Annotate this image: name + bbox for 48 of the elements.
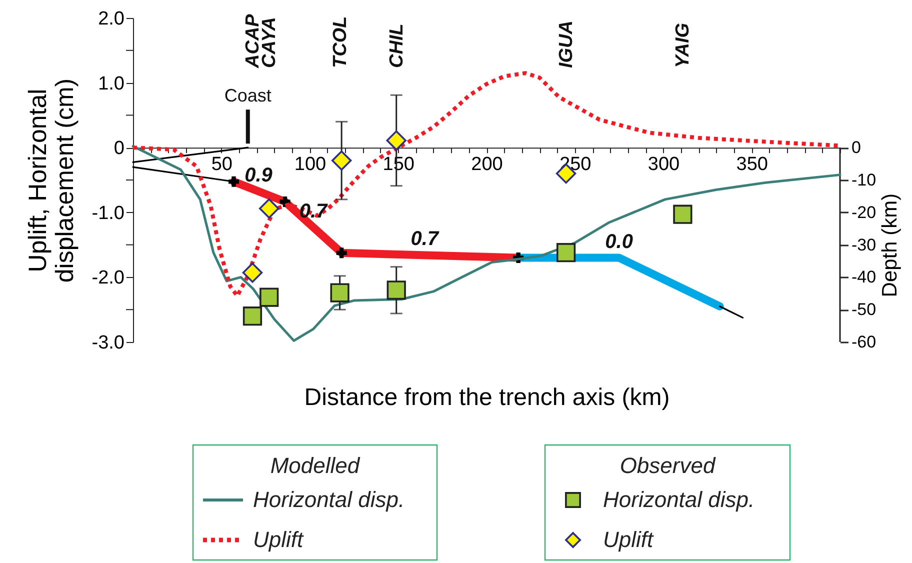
point (330, 283, 350, 302)
y2-axis-title: Depth (km) (878, 193, 902, 298)
y2-tick-label: -20 (852, 202, 876, 222)
y2-tick-label: -60 (852, 332, 876, 352)
point (386, 280, 406, 300)
x-tick-label: 50 (211, 154, 232, 176)
y-tick-label: 2.0 (98, 8, 124, 30)
legend-label: Uplift (253, 527, 304, 552)
annotation: TCOL (330, 16, 351, 68)
point (242, 306, 262, 326)
point (556, 243, 576, 262)
annotation: 0.9 (244, 164, 274, 186)
x-tick-label: 350 (736, 154, 768, 176)
annotation: 0.7 (410, 228, 440, 250)
y-tick-label: 0 (114, 138, 124, 160)
annotation: CAYA (259, 16, 280, 68)
y-axis-title: Uplift, Horizontal displacement (cm) (24, 78, 79, 283)
y-tick-label: -2.0 (92, 268, 124, 289)
point (260, 288, 279, 307)
x-axis-title: Distance from the trench axis (km) (304, 384, 670, 412)
x-tick-label: 300 (648, 154, 680, 176)
y-tick-label: 1.0 (98, 73, 124, 94)
point (386, 130, 406, 151)
y2-tick-label: -50 (852, 300, 876, 320)
annotation: Coast (224, 86, 272, 106)
point (258, 198, 280, 219)
annotation: YAIG (672, 22, 694, 68)
legend-label: Horizontal disp. (603, 487, 755, 512)
annotation: IGUA (556, 20, 578, 68)
annotation: 0.0 (605, 230, 633, 253)
legend-label: Uplift (603, 527, 654, 552)
y2-tick-label: 0 (852, 138, 861, 158)
y-tick-label: -3.0 (92, 332, 124, 354)
y2-tick-label: -30 (852, 235, 876, 254)
text: Observed (620, 453, 716, 478)
y2-tick-label: -40 (852, 268, 876, 287)
legend-label: Horizontal disp. (253, 487, 405, 512)
point (228, 176, 239, 187)
point (673, 204, 692, 224)
text: Modelled (270, 453, 360, 478)
y-tick-label: -1.0 (92, 202, 124, 224)
point (331, 150, 352, 171)
point (242, 262, 263, 283)
point (336, 248, 347, 258)
x-tick-label: 100 (294, 154, 326, 176)
y2-tick-label: -10 (852, 170, 876, 190)
x-tick-label: 200 (471, 154, 503, 176)
annotation: CHIL (386, 24, 408, 68)
